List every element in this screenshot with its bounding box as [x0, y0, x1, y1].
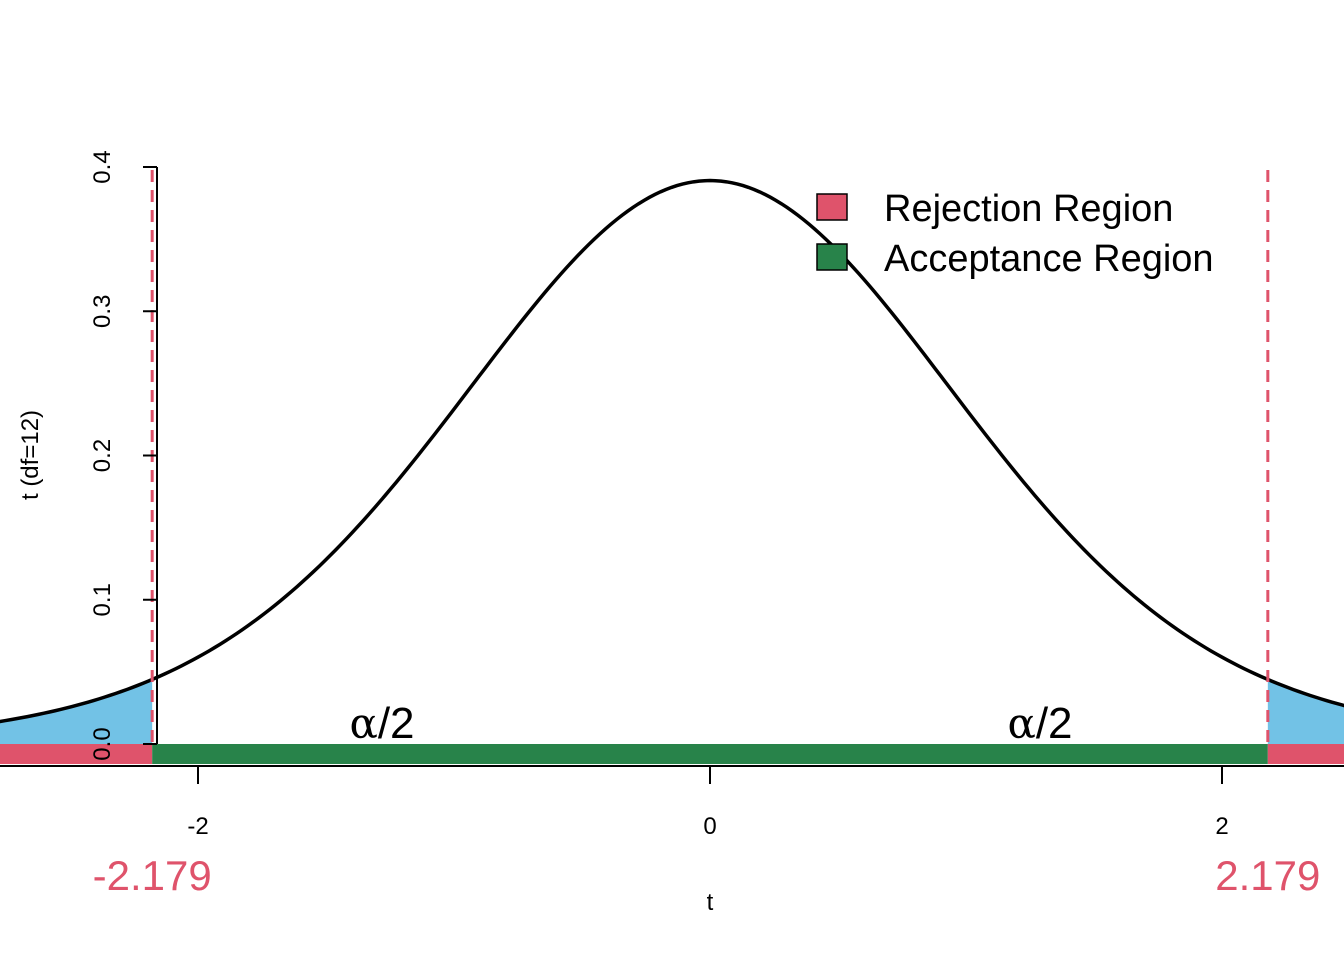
critical-label-right: 2.179 [1215, 852, 1320, 899]
tail-annotation-right: α/2 [1007, 699, 1072, 748]
critical-label-left: -2.179 [93, 852, 212, 899]
y-tick-label: 0.0 [89, 727, 116, 760]
density-curve-group [0, 178, 1344, 724]
legend: Rejection Region Acceptance Region [816, 188, 1214, 280]
acceptance-bar [152, 744, 1268, 764]
legend-swatch [816, 193, 848, 221]
legend-item: Acceptance Region [816, 238, 1214, 280]
alpha-symbol: α [1007, 699, 1035, 748]
rejection-bar-left [0, 744, 153, 764]
tail-annotation-left: α/2 [349, 699, 414, 748]
y-axis-title: t (df=12) [17, 410, 44, 500]
critical-lines [150, 170, 1270, 744]
x-tick-label: -2 [187, 813, 208, 840]
y-axis: 0.0 0.1 0.2 0.3 0.4 [89, 150, 158, 761]
legend-label: Rejection Region [884, 188, 1173, 230]
y-tick-label: 0.1 [89, 583, 116, 616]
alpha-over-2-label: α/2 [349, 699, 414, 748]
region-bars [0, 744, 1344, 764]
alpha-divisor: /2 [1036, 699, 1073, 748]
right-tail-area [1267, 679, 1344, 744]
y-tick-label: 0.2 [89, 439, 116, 472]
alpha-over-2-label: α/2 [1007, 699, 1072, 748]
y-tick-label: 0.4 [89, 150, 116, 183]
x-axis-title: t [707, 889, 714, 916]
legend-label: Acceptance Region [884, 238, 1214, 280]
x-axis: -4-2024 [0, 765, 1344, 840]
x-tick-label: 0 [703, 813, 716, 840]
alpha-symbol: α [349, 699, 377, 748]
x-tick-label: 2 [1215, 813, 1228, 840]
y-tick-label: 0.3 [89, 295, 116, 328]
tail-annotations: α/2 α/2 [349, 699, 1072, 748]
legend-item: Rejection Region [816, 188, 1173, 230]
alpha-divisor: /2 [378, 699, 415, 748]
critical-value-labels: -2.179 2.179 [93, 852, 1321, 899]
rejection-bar-right [1267, 744, 1344, 764]
tail-areas [0, 679, 1344, 744]
density-curve [0, 178, 1344, 724]
legend-swatch [816, 243, 848, 271]
